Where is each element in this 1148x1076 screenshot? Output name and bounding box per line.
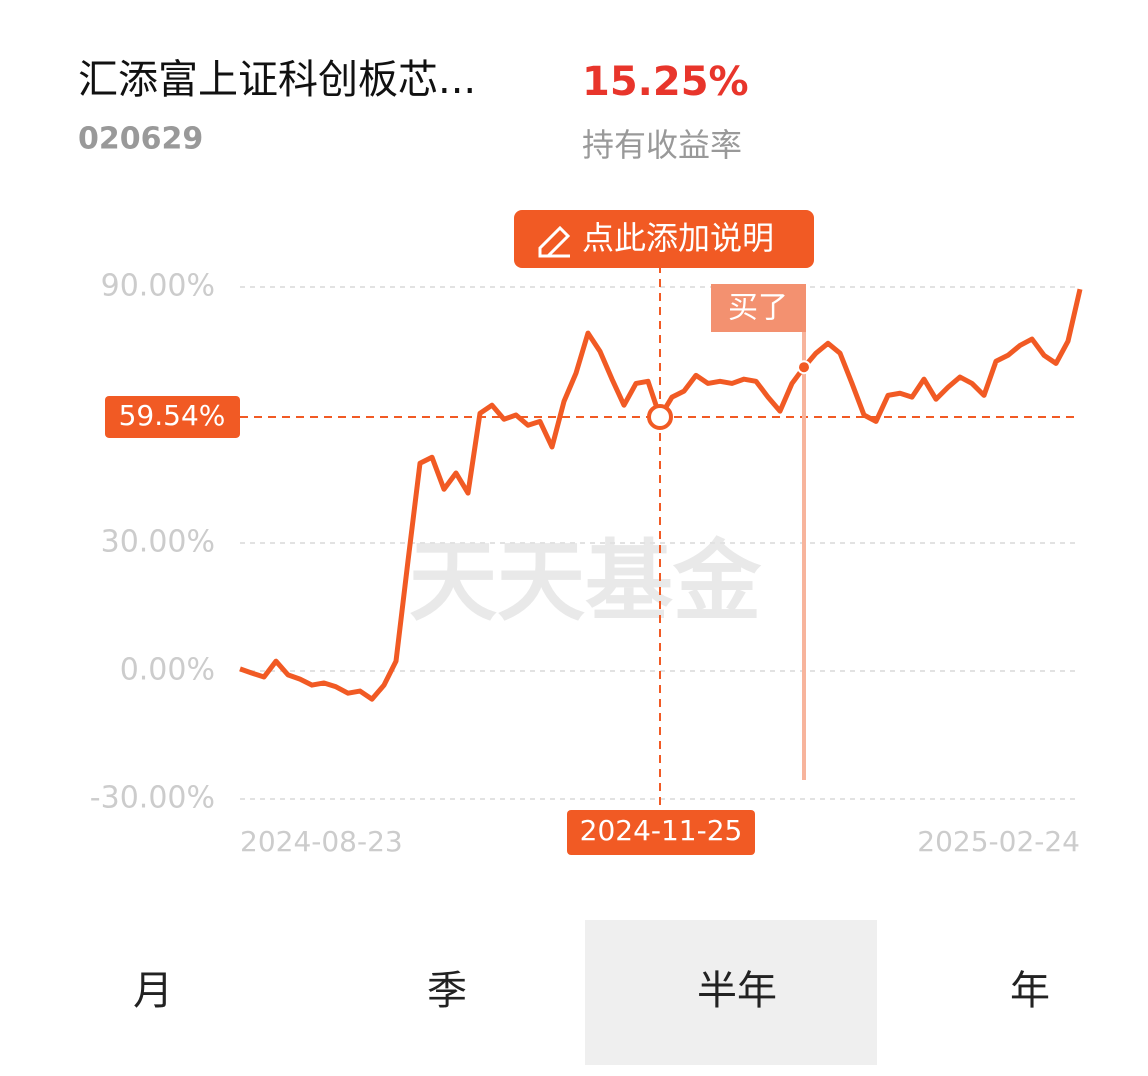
x-tick-label: 2024-08-23 <box>240 825 403 858</box>
y-tick-label: -30.00% <box>90 781 215 816</box>
y-tick-label: 30.00% <box>101 525 215 560</box>
tab[interactable]: 年 <box>1010 968 1050 1014</box>
crosshair-value-label: 59.54% <box>119 399 226 432</box>
buy-label-bg <box>711 284 806 332</box>
y-tick-label: 0.00% <box>120 653 215 688</box>
tab[interactable]: 季 <box>427 968 467 1014</box>
tab-selected-bg <box>585 920 877 1065</box>
tab[interactable]: 半年 <box>697 968 777 1014</box>
note-button-label: 点此添加说明 <box>582 219 774 257</box>
note-icon <box>538 225 571 258</box>
x-tick-label: 2025-02-24 <box>917 825 1080 858</box>
crosshair-value-bg <box>105 395 240 438</box>
y-tick-label: 90.00% <box>101 269 215 304</box>
buy-point <box>797 360 811 375</box>
crosshair-date-bg <box>567 810 755 855</box>
note-button[interactable] <box>514 210 814 268</box>
watermark: 天天基金 <box>409 530 762 633</box>
fund-title: 汇添富上证科创板芯... <box>78 57 476 103</box>
crosshair-date: 2024-11-25 <box>580 814 743 847</box>
holding-return-label: 持有收益率 <box>582 126 742 164</box>
tab[interactable]: 月 <box>133 968 173 1014</box>
fund-code: 020629 <box>78 122 203 157</box>
buy-label: 买了 <box>728 291 788 326</box>
crosshair-point <box>647 403 673 430</box>
holding-return: 15.25% <box>582 59 749 105</box>
